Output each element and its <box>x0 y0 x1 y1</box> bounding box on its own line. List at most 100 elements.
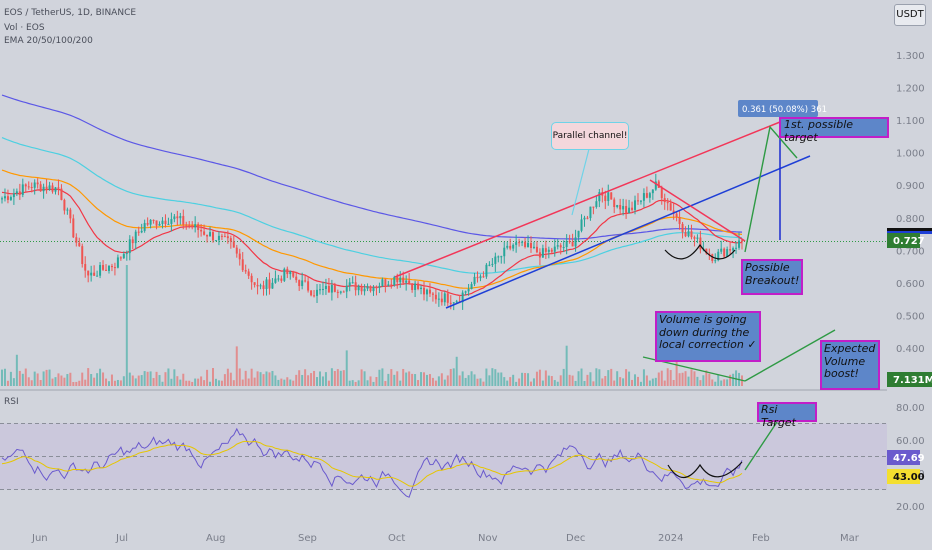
candle-body <box>488 264 491 266</box>
volume-bar <box>714 381 717 386</box>
candle-body <box>428 289 431 294</box>
volume-bar <box>595 368 598 386</box>
volume-bar <box>675 353 678 386</box>
candle-body <box>580 219 583 231</box>
possible-breakout-label: Possible Breakout! <box>745 261 800 287</box>
candle-body <box>494 256 497 264</box>
volume-bar <box>494 369 497 386</box>
candle-body <box>732 248 735 251</box>
volume-bar <box>42 371 45 386</box>
time-axis-tick: Aug <box>206 533 226 544</box>
candle-body <box>318 289 321 291</box>
rsi-badge: 47.69 <box>893 453 925 464</box>
volume-bar <box>544 370 547 386</box>
rsi-target-label: Rsi Target <box>761 403 796 429</box>
candle-body <box>131 239 134 244</box>
candle-body <box>565 241 568 248</box>
volume-bar <box>568 374 571 386</box>
volume-bar <box>128 372 131 386</box>
candle-body <box>610 192 613 200</box>
candle-body <box>387 284 390 286</box>
volume-bar <box>110 374 113 386</box>
measure-badge <box>738 100 818 117</box>
volume-bar <box>6 380 9 386</box>
candle-body <box>113 267 116 269</box>
volume-bar <box>87 368 90 386</box>
volume-bar <box>414 374 417 386</box>
volume-bar <box>21 373 24 386</box>
candle-body <box>137 231 140 233</box>
volume-bar <box>12 378 15 386</box>
volume-bar <box>283 379 286 386</box>
candle-body <box>66 209 69 211</box>
volume-bar <box>550 376 553 386</box>
candle-body <box>179 216 182 219</box>
candle-body <box>99 265 102 276</box>
candle-body <box>105 269 108 271</box>
volume-bar <box>30 380 33 386</box>
candle-body <box>176 216 179 219</box>
candle-body <box>107 265 110 271</box>
volume-bar <box>660 370 663 386</box>
candle-body <box>535 246 538 253</box>
candle-body <box>27 186 30 188</box>
volume-bar <box>357 380 360 386</box>
volume-bar <box>173 369 176 386</box>
volume-bar <box>99 368 102 386</box>
candle-body <box>363 288 366 292</box>
volume-bar <box>244 370 247 386</box>
candle-body <box>720 248 723 252</box>
candle-body <box>256 284 259 287</box>
candle-body <box>431 293 434 295</box>
candle-body <box>247 271 250 276</box>
candle-body <box>324 285 327 290</box>
volume-bar <box>268 372 271 386</box>
volume-bar <box>527 373 530 386</box>
candle-body <box>72 218 75 238</box>
candle-body <box>220 235 223 237</box>
volume-bar <box>524 372 527 386</box>
volume-bar <box>372 381 375 386</box>
volume-bar <box>684 371 687 386</box>
candle-body <box>402 277 405 283</box>
price-badge-bg <box>887 233 920 248</box>
volume-bar <box>639 381 642 386</box>
currency-button[interactable]: USDT <box>894 4 926 26</box>
volume-bar <box>696 376 699 386</box>
candle-body <box>532 246 535 249</box>
volume-bar <box>571 375 574 386</box>
candle-body <box>639 200 642 202</box>
candle-body <box>714 260 717 262</box>
candle-body <box>321 289 324 291</box>
candle-body <box>622 206 625 210</box>
candle-body <box>657 181 660 188</box>
volume-bar <box>589 372 592 386</box>
volume-bar <box>158 375 161 386</box>
rsi-badge-bg <box>887 450 920 465</box>
candle-body <box>434 294 437 300</box>
volume-bar <box>378 369 381 386</box>
volume-bar <box>417 380 420 386</box>
candle-body <box>122 254 125 259</box>
volume-bar <box>488 375 491 386</box>
volume-bar <box>437 376 440 386</box>
volume-bar <box>295 374 298 386</box>
candle-body <box>253 282 256 285</box>
candle-body <box>729 249 732 251</box>
candle-body <box>384 279 387 286</box>
volume-bar <box>155 371 158 386</box>
time-axis-tick: Oct <box>388 533 405 544</box>
volume-bar <box>408 371 411 386</box>
volume-bar <box>663 380 666 386</box>
candle-body <box>212 232 215 241</box>
ema100-line <box>1 137 743 274</box>
volume-bar <box>185 380 188 386</box>
volume-bar <box>250 368 253 386</box>
volume-bar <box>363 371 366 386</box>
volume-bar <box>479 378 482 386</box>
candle-body <box>482 276 485 278</box>
volume-bar <box>304 369 307 386</box>
candle-body <box>84 264 87 271</box>
candle-body <box>57 187 60 189</box>
